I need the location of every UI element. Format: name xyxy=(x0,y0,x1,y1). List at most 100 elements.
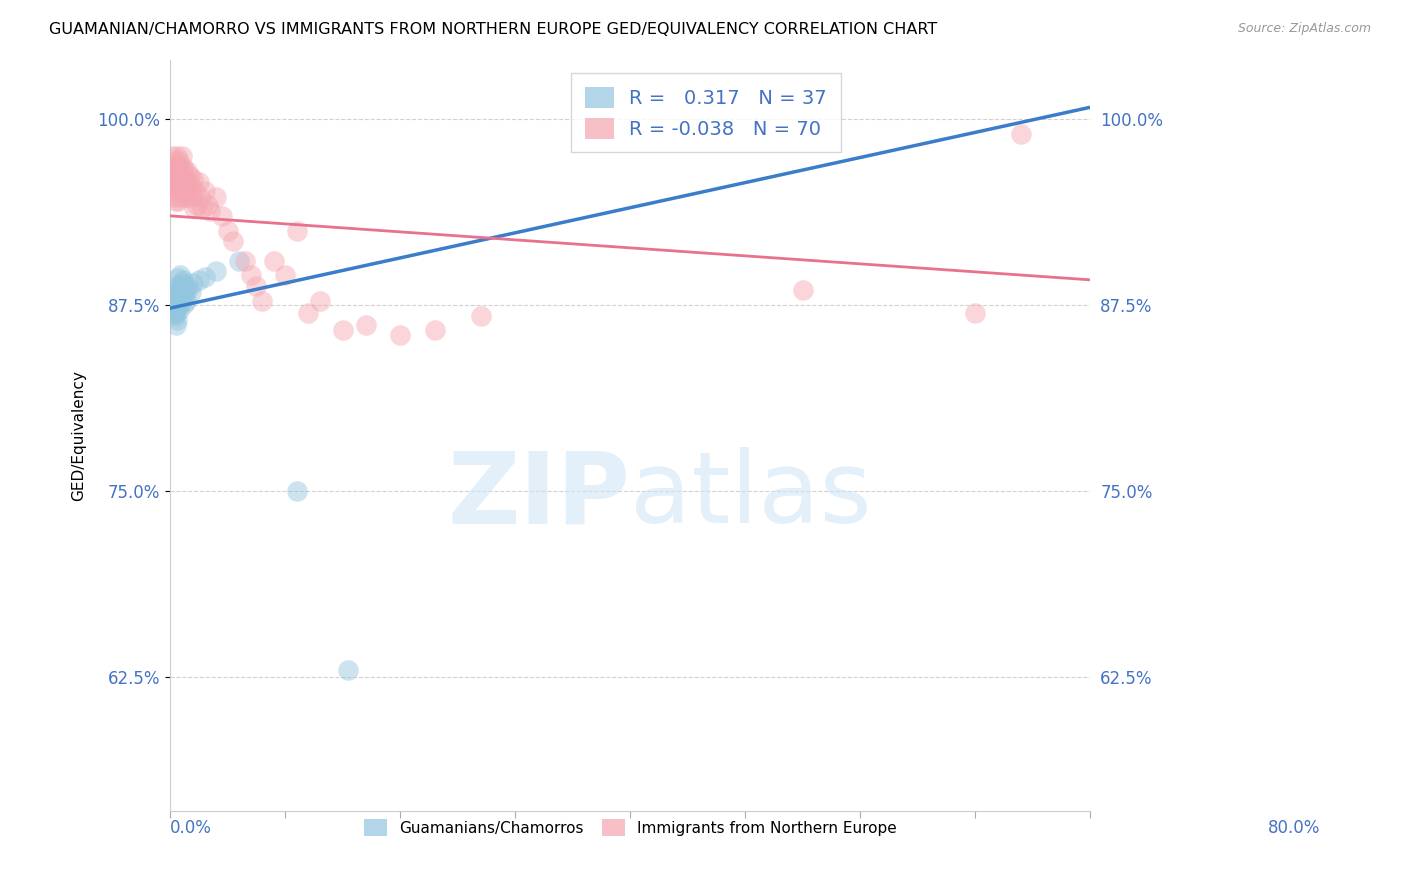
Point xyxy=(165,171,187,186)
Point xyxy=(297,305,319,319)
Point xyxy=(165,291,187,305)
Point xyxy=(169,189,191,203)
Point xyxy=(187,175,209,189)
Point xyxy=(170,184,193,198)
Point xyxy=(180,179,202,194)
Point xyxy=(470,309,492,323)
Point xyxy=(167,160,190,174)
Point xyxy=(162,149,184,163)
Point xyxy=(165,298,187,312)
Point xyxy=(197,198,219,212)
Point xyxy=(163,302,186,317)
Point xyxy=(176,278,198,293)
Point xyxy=(217,224,239,238)
Point xyxy=(179,169,201,183)
Point xyxy=(174,287,197,301)
Point xyxy=(167,271,190,285)
Point xyxy=(173,184,195,198)
Point xyxy=(285,224,308,238)
Point xyxy=(169,175,191,189)
Point xyxy=(188,189,211,203)
Text: 80.0%: 80.0% xyxy=(1268,819,1320,837)
Point xyxy=(389,327,412,342)
Point xyxy=(169,302,191,317)
Point xyxy=(170,149,193,163)
Point xyxy=(263,253,285,268)
Point xyxy=(170,276,193,290)
Point xyxy=(172,175,194,189)
Point xyxy=(211,209,233,223)
Point xyxy=(233,253,256,268)
Point xyxy=(222,234,245,248)
Point xyxy=(177,189,200,203)
Point xyxy=(169,160,191,174)
Point xyxy=(165,160,187,174)
Point xyxy=(274,268,297,283)
Point xyxy=(172,160,194,174)
Point xyxy=(174,189,197,203)
Point xyxy=(191,202,214,216)
Point xyxy=(174,293,197,308)
Point xyxy=(172,273,194,287)
Point xyxy=(162,305,184,319)
Point xyxy=(285,484,308,499)
Point xyxy=(163,184,186,198)
Point xyxy=(162,286,184,301)
Point xyxy=(180,285,202,299)
Point xyxy=(167,179,190,194)
Point xyxy=(965,305,987,319)
Point xyxy=(181,276,204,290)
Legend: Guamanians/Chamorros, Immigrants from Northern Europe: Guamanians/Chamorros, Immigrants from No… xyxy=(354,810,905,845)
Y-axis label: GED/Equivalency: GED/Equivalency xyxy=(72,370,86,500)
Point xyxy=(173,283,195,297)
Point xyxy=(177,175,200,189)
Point xyxy=(332,323,354,337)
Point xyxy=(181,189,204,203)
Point xyxy=(200,204,222,219)
Point xyxy=(170,293,193,308)
Point xyxy=(337,663,360,677)
Point xyxy=(169,283,191,297)
Point xyxy=(792,283,814,297)
Text: 0.0%: 0.0% xyxy=(170,819,212,837)
Point xyxy=(173,164,195,178)
Point xyxy=(181,171,204,186)
Point xyxy=(184,184,207,198)
Point xyxy=(173,296,195,310)
Point xyxy=(166,179,188,194)
Point xyxy=(174,175,197,189)
Point xyxy=(162,293,184,308)
Point xyxy=(170,169,193,183)
Text: ZIP: ZIP xyxy=(447,447,630,544)
Point xyxy=(239,268,262,283)
Point xyxy=(169,278,191,293)
Point xyxy=(169,171,191,186)
Point xyxy=(162,189,184,203)
Point xyxy=(183,202,205,216)
Text: Source: ZipAtlas.com: Source: ZipAtlas.com xyxy=(1237,22,1371,36)
Point xyxy=(165,194,187,208)
Point xyxy=(169,291,191,305)
Point xyxy=(163,309,186,323)
Point xyxy=(205,189,228,203)
Point xyxy=(166,278,188,293)
Point xyxy=(423,323,446,337)
Point xyxy=(194,269,217,284)
Point xyxy=(163,171,186,186)
Point xyxy=(245,278,267,293)
Point xyxy=(194,184,217,198)
Point xyxy=(228,253,250,268)
Point xyxy=(169,268,191,283)
Point xyxy=(1010,127,1032,141)
Point xyxy=(250,293,273,308)
Point xyxy=(354,318,377,332)
Point xyxy=(169,153,191,168)
Point xyxy=(187,273,209,287)
Point xyxy=(205,264,228,278)
Point xyxy=(167,298,190,312)
Text: atlas: atlas xyxy=(630,447,872,544)
Text: GUAMANIAN/CHAMORRO VS IMMIGRANTS FROM NORTHERN EUROPE GED/EQUIVALENCY CORRELATIO: GUAMANIAN/CHAMORRO VS IMMIGRANTS FROM NO… xyxy=(49,22,938,37)
Point xyxy=(162,160,184,174)
Point xyxy=(167,287,190,301)
Point xyxy=(162,157,184,171)
